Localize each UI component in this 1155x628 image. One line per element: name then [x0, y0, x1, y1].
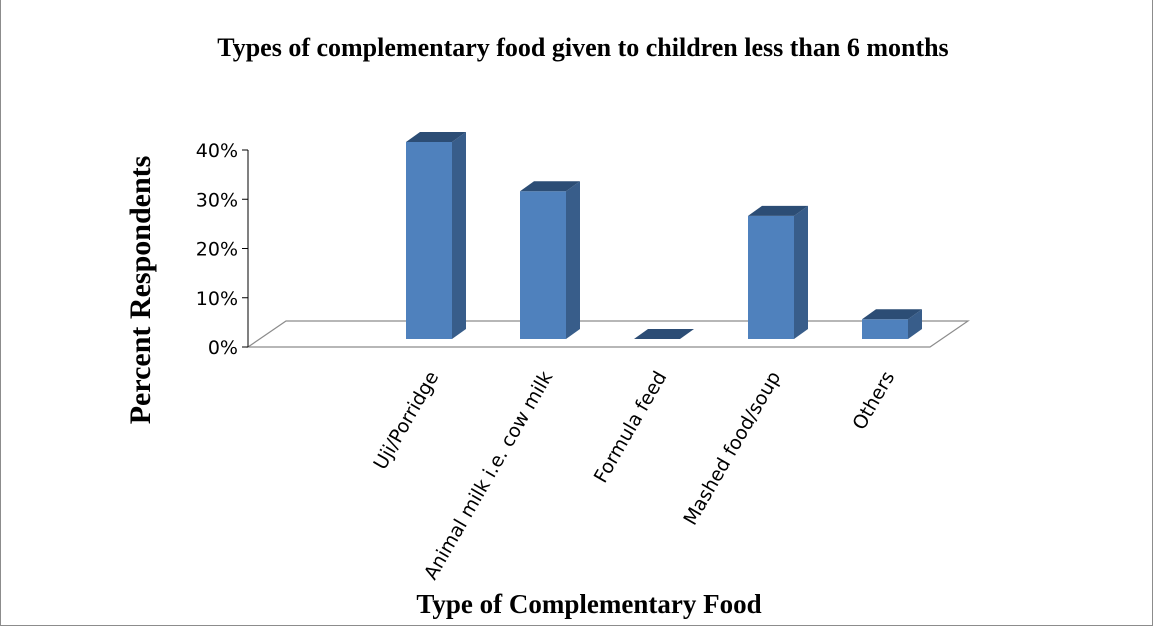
bar-side — [908, 309, 922, 339]
y-axis: 0% 10% 20% 30% 40% — [196, 140, 249, 359]
bar-front — [862, 319, 908, 339]
bar-5 — [862, 309, 922, 339]
bar-side — [566, 181, 580, 339]
y-tick-label: 20% — [196, 239, 238, 261]
bars — [406, 132, 922, 339]
bar-top — [406, 132, 466, 142]
y-axis-label: Percent Respondents — [124, 156, 157, 425]
bar-front — [406, 142, 452, 339]
bar-top — [748, 205, 808, 216]
bar-4 — [748, 205, 808, 339]
category-label: Others — [848, 368, 899, 434]
bar-side — [452, 132, 466, 339]
bar-2 — [520, 181, 580, 339]
category-label: Formula feed — [590, 368, 672, 487]
y-tick-label: 30% — [196, 189, 238, 211]
bar-1 — [406, 132, 466, 339]
y-tick-label: 40% — [196, 140, 238, 162]
y-tick-label: 0% — [208, 337, 238, 359]
category-label: Uji/Porridge — [369, 368, 443, 474]
bar-top — [634, 329, 694, 339]
floor-plane — [246, 320, 970, 348]
bar-front — [520, 191, 566, 339]
category-label: Animal milk i.e. cow milk — [420, 368, 557, 584]
category-label: Mashed food/soup — [679, 368, 785, 530]
y-tick-label: 10% — [196, 288, 238, 310]
chart-title: Types of complementary food given to chi… — [217, 33, 948, 62]
bar-top — [862, 309, 922, 320]
bar-3 — [634, 329, 694, 339]
x-axis-label: Type of Complementary Food — [416, 589, 761, 619]
bar-side — [794, 205, 808, 339]
chart-floor — [246, 320, 970, 348]
bar-top — [520, 181, 580, 192]
bar-front — [748, 215, 794, 339]
